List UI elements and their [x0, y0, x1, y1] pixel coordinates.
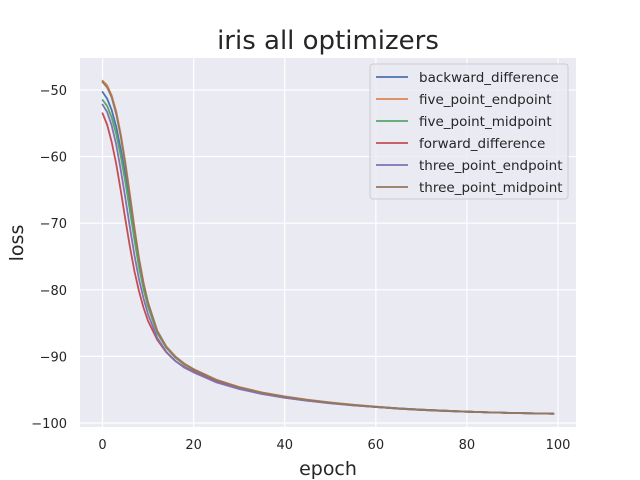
legend-label-five_point_endpoint: five_point_endpoint — [419, 92, 552, 108]
series-lines — [101, 79, 555, 415]
x-tick-label-5: 100 — [546, 438, 571, 453]
x-tick-label-1: 20 — [185, 438, 202, 453]
y-tick-label-3: −80 — [40, 284, 67, 299]
legend: backward_difference five_point_endpointfi… — [369, 63, 569, 200]
y-tick-label-5: −100 — [31, 417, 67, 432]
legend-box — [369, 63, 569, 200]
chart-title: iris all optimizers — [217, 26, 439, 56]
x-tick-label-3: 60 — [368, 438, 385, 453]
legend-label-three_point_midpoint: three_point_midpoint — [419, 180, 563, 196]
y-axis-label: loss — [6, 225, 28, 262]
y-tick-labels: −50 −60 −70 −80 −90 −100 — [31, 84, 67, 432]
grid-lines — [80, 58, 576, 427]
y-tick-label-1: −60 — [40, 151, 67, 166]
y-tick-label-2: −70 — [40, 217, 67, 232]
legend-label-three_point_endpoint: three_point_endpoint — [419, 158, 563, 174]
x-axis-label: epoch — [299, 458, 357, 480]
y-tick-label-0: −50 — [40, 84, 67, 99]
legend-label-five_point_midpoint: five_point_midpoint — [419, 114, 552, 130]
legend-label-forward_difference: forward_difference — [419, 136, 545, 152]
series-line-three_point_midpoint — [101, 81, 555, 415]
x-tick-label-2: 40 — [276, 438, 293, 453]
x-tick-label-0: 0 — [98, 438, 106, 453]
x-tick-labels: 0 20 40 60 80 100 — [98, 438, 570, 453]
legend-label-backward_difference: backward_difference — [419, 70, 559, 86]
y-tick-label-4: −90 — [40, 350, 67, 365]
x-tick-label-4: 80 — [459, 438, 476, 453]
